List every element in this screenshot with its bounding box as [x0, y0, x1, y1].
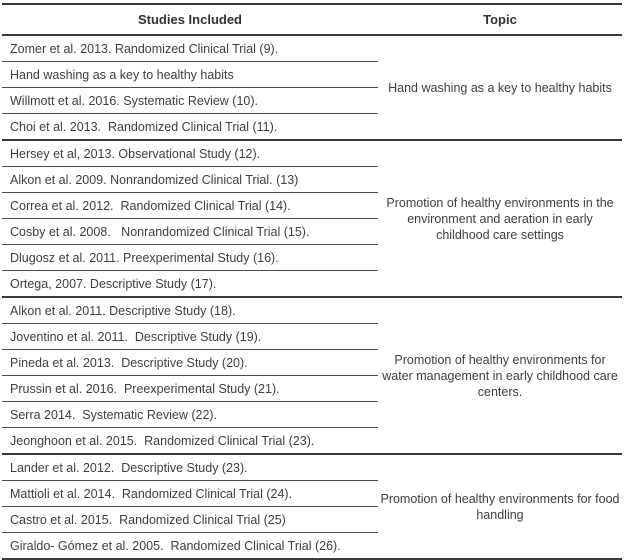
study-cell: Dlugosz et al. 2011. Preexperimental Stu…	[2, 244, 378, 271]
topic-cell: Hand washing as a key to healthy habits	[378, 35, 622, 141]
study-cell: Zomer et al. 2013. Randomized Clinical T…	[2, 35, 378, 62]
table-row: Correa et al. 2012. Randomized Clinical …	[2, 192, 622, 219]
table-row: Choi et al. 2013. Randomized Clinical Tr…	[2, 113, 622, 141]
study-cell: Jeonghoon et al. 2015. Randomized Clinic…	[2, 427, 378, 455]
table-row: Castro et al. 2015. Randomized Clinical …	[2, 506, 622, 533]
table-row: Hersey et al, 2013. Observational Study …	[2, 140, 622, 298]
column-header-studies: Studies Included	[2, 3, 378, 36]
table-row: Lander et al. 2012. Descriptive Study (2…	[2, 454, 622, 560]
table-row: Ortega, 2007. Descriptive Study (17).	[2, 270, 622, 298]
studies-topics-table: Studies Included Topic Zomer et al. 2013…	[2, 3, 622, 560]
table-row: Pineda et al. 2013. Descriptive Study (2…	[2, 349, 622, 376]
table-row: Joventino et al. 2011. Descriptive Study…	[2, 323, 622, 350]
studies-topics-table-container: Studies Included Topic Zomer et al. 2013…	[2, 3, 622, 560]
table-row: Alkon et al. 2011. Descriptive Study (18…	[2, 297, 622, 455]
study-cell: Hand washing as a key to healthy habits	[2, 61, 378, 88]
study-cell: Castro et al. 2015. Randomized Clinical …	[2, 506, 378, 533]
topic-cell: Promotion of healthy environments for wa…	[378, 297, 622, 455]
study-cell: Serra 2014. Systematic Review (22).	[2, 401, 378, 428]
table-row: Serra 2014. Systematic Review (22).	[2, 401, 622, 428]
topic-cell: Promotion of healthy environments for fo…	[378, 454, 622, 560]
study-cell: Ortega, 2007. Descriptive Study (17).	[2, 270, 378, 298]
study-cell: Cosby et al. 2008. Nonrandomized Clinica…	[2, 218, 378, 245]
topic-cell: Promotion of healthy environments in the…	[378, 140, 622, 298]
table-row: Prussin et al. 2016. Preexperimental Stu…	[2, 375, 622, 402]
study-cell: Joventino et al. 2011. Descriptive Study…	[2, 323, 378, 350]
header-row: Studies Included Topic	[2, 3, 622, 36]
study-cell: Correa et al. 2012. Randomized Clinical …	[2, 192, 378, 219]
study-cell: Pineda et al. 2013. Descriptive Study (2…	[2, 349, 378, 376]
studies-table-body: Zomer et al. 2013. Randomized Clinical T…	[2, 35, 622, 560]
table-row: Hand washing as a key to healthy habits	[2, 61, 622, 88]
study-cell: Mattioli et al. 2014. Randomized Clinica…	[2, 480, 378, 507]
table-header: Studies Included Topic	[2, 3, 622, 36]
table-row: Dlugosz et al. 2011. Preexperimental Stu…	[2, 244, 622, 271]
study-cell: Lander et al. 2012. Descriptive Study (2…	[2, 454, 378, 481]
study-cell: Alkon et al. 2011. Descriptive Study (18…	[2, 297, 378, 324]
study-cell: Willmott et al. 2016. Systematic Review …	[2, 87, 378, 114]
table-row: Alkon et al. 2009. Nonrandomized Clinica…	[2, 166, 622, 193]
study-cell: Prussin et al. 2016. Preexperimental Stu…	[2, 375, 378, 402]
study-cell: Choi et al. 2013. Randomized Clinical Tr…	[2, 113, 378, 141]
study-cell: Hersey et al, 2013. Observational Study …	[2, 140, 378, 167]
table-row: Jeonghoon et al. 2015. Randomized Clinic…	[2, 427, 622, 455]
study-cell: Giraldo- Gómez et al. 2005. Randomized C…	[2, 532, 378, 560]
table-row: Cosby et al. 2008. Nonrandomized Clinica…	[2, 218, 622, 245]
table-row: Willmott et al. 2016. Systematic Review …	[2, 87, 622, 114]
column-header-topic: Topic	[378, 3, 622, 36]
study-cell: Alkon et al. 2009. Nonrandomized Clinica…	[2, 166, 378, 193]
table-row: Mattioli et al. 2014. Randomized Clinica…	[2, 480, 622, 507]
table-row: Zomer et al. 2013. Randomized Clinical T…	[2, 35, 622, 141]
